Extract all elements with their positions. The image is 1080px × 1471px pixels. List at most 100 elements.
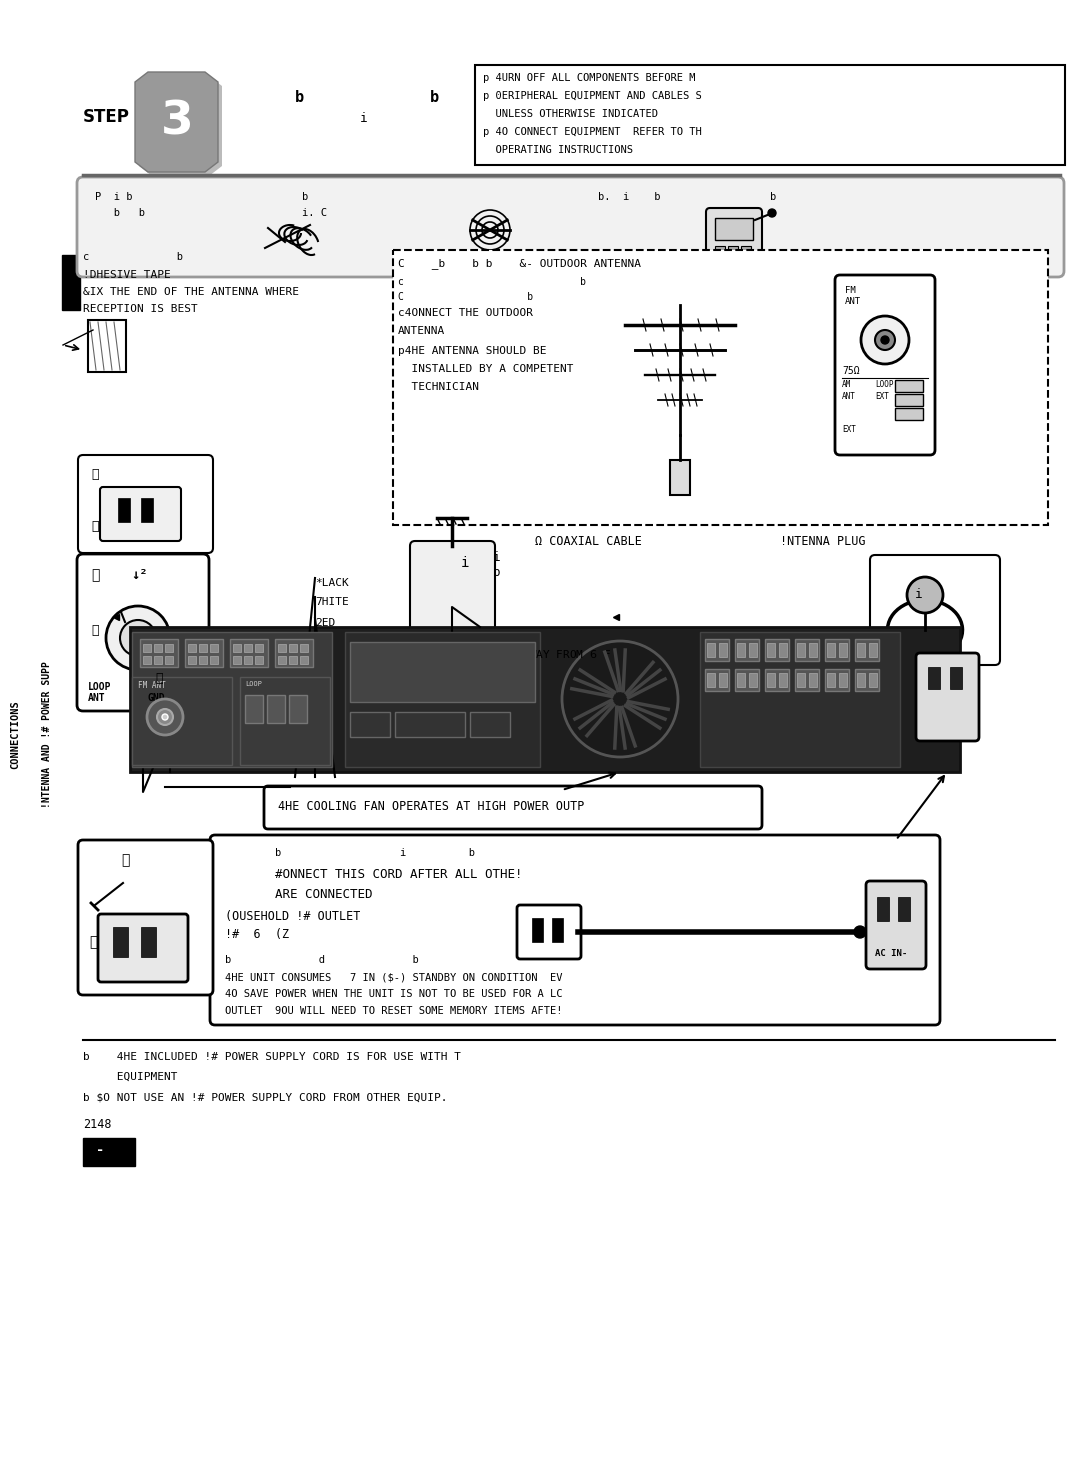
Text: &IX THE END OF THE ANTENNA WHERE: &IX THE END OF THE ANTENNA WHERE — [83, 287, 299, 297]
Bar — [779, 674, 787, 687]
Bar — [741, 256, 751, 263]
Text: 2ED: 2ED — [315, 618, 335, 628]
Text: RECEPTION IS BEST: RECEPTION IS BEST — [83, 304, 198, 313]
Circle shape — [106, 606, 170, 669]
FancyBboxPatch shape — [916, 653, 978, 741]
Bar — [707, 674, 715, 687]
Bar — [825, 669, 849, 691]
Bar — [470, 712, 510, 737]
Bar — [210, 656, 218, 663]
Text: b: b — [430, 90, 440, 104]
Bar — [87, 321, 126, 372]
Bar — [199, 644, 207, 652]
Text: ANTENNA: ANTENNA — [399, 327, 445, 335]
Bar — [855, 638, 879, 660]
Bar — [728, 246, 738, 253]
Bar — [795, 638, 819, 660]
Text: LOOP: LOOP — [875, 380, 893, 388]
FancyBboxPatch shape — [78, 455, 213, 553]
Text: !NTENNA AND !# POWER SUPP: !NTENNA AND !# POWER SUPP — [42, 662, 52, 809]
Circle shape — [162, 713, 168, 719]
Circle shape — [120, 619, 156, 656]
Bar — [165, 656, 173, 663]
Text: i. C: i. C — [302, 207, 327, 218]
Bar — [140, 638, 178, 666]
Bar — [233, 656, 241, 663]
Bar — [83, 1139, 135, 1167]
Text: C                     b: C b — [399, 293, 534, 302]
Text: Ω COAXIAL CABLE: Ω COAXIAL CABLE — [535, 535, 642, 549]
Circle shape — [854, 927, 866, 938]
Text: i: i — [915, 588, 922, 602]
FancyBboxPatch shape — [517, 905, 581, 959]
Polygon shape — [135, 72, 218, 172]
Text: (OUSEHOLD !# OUTLET: (OUSEHOLD !# OUTLET — [225, 911, 361, 922]
Text: b              d              b: b d b — [225, 955, 419, 965]
Bar — [188, 644, 195, 652]
Text: 4O SAVE POWER WHEN THE UNIT IS NOT TO BE USED FOR A LC: 4O SAVE POWER WHEN THE UNIT IS NOT TO BE… — [225, 989, 563, 999]
Bar — [350, 712, 390, 737]
Circle shape — [861, 316, 909, 363]
Text: c              b: c b — [83, 252, 183, 262]
Bar — [350, 641, 535, 702]
Circle shape — [907, 577, 943, 613]
Text: ③: ③ — [156, 672, 162, 685]
Text: ①: ① — [91, 521, 98, 533]
Bar — [797, 674, 805, 687]
Bar — [735, 638, 759, 660]
FancyBboxPatch shape — [77, 555, 210, 710]
FancyBboxPatch shape — [835, 275, 935, 455]
Bar — [825, 638, 849, 660]
Text: ①: ① — [89, 936, 97, 949]
Bar — [715, 256, 725, 263]
Bar — [765, 669, 789, 691]
Bar — [475, 65, 1065, 165]
Text: 4HE COOLING FAN OPERATES AT HIGH POWER OUTP: 4HE COOLING FAN OPERATES AT HIGH POWER O… — [278, 800, 584, 813]
Text: b   b: b b — [95, 207, 145, 218]
Text: 2148: 2148 — [83, 1118, 111, 1131]
Text: UNLESS OTHERWISE INDICATED: UNLESS OTHERWISE INDICATED — [483, 109, 658, 119]
Circle shape — [147, 699, 183, 736]
Text: P  i b: P i b — [95, 193, 133, 202]
Text: p 4O CONNECT EQUIPMENT  REFER TO TH: p 4O CONNECT EQUIPMENT REFER TO TH — [483, 127, 702, 137]
Bar — [928, 666, 940, 688]
Bar — [750, 643, 757, 658]
Text: AC IN-: AC IN- — [875, 949, 907, 958]
Text: C    _b    b b    &- OUTDOOR ANTENNA: C _b b b &- OUTDOOR ANTENNA — [399, 257, 642, 269]
FancyBboxPatch shape — [210, 836, 940, 1025]
FancyBboxPatch shape — [77, 177, 1064, 277]
FancyBboxPatch shape — [706, 207, 762, 274]
Bar — [118, 499, 130, 522]
Text: AM: AM — [842, 380, 851, 388]
Bar — [113, 927, 129, 958]
Bar — [869, 643, 877, 658]
Text: b $O NOT USE AN !# POWER SUPPLY CORD FROM OTHER EQUIP.: b $O NOT USE AN !# POWER SUPPLY CORD FRO… — [83, 1091, 447, 1102]
Bar — [188, 656, 195, 663]
Bar — [737, 674, 745, 687]
Text: LOOP: LOOP — [87, 683, 111, 691]
Text: AC IN-: AC IN- — [928, 722, 958, 731]
Bar — [735, 669, 759, 691]
Text: i: i — [360, 112, 367, 125]
Text: !DHESIVE TAPE: !DHESIVE TAPE — [83, 271, 171, 279]
Bar — [289, 644, 297, 652]
Circle shape — [132, 633, 144, 644]
Bar — [255, 644, 264, 652]
Circle shape — [768, 209, 777, 218]
Text: i: i — [461, 556, 469, 569]
Bar — [877, 897, 889, 921]
FancyBboxPatch shape — [870, 555, 1000, 665]
Text: *LACK: *LACK — [315, 578, 349, 588]
Bar — [839, 643, 847, 658]
Bar — [705, 638, 729, 660]
Text: LOOP: LOOP — [245, 681, 262, 687]
Bar — [289, 694, 307, 724]
Text: OPERATING INSTRUCTIONS: OPERATING INSTRUCTIONS — [483, 146, 633, 154]
Bar — [715, 218, 753, 240]
Text: b: b — [770, 193, 777, 202]
Text: ANT: ANT — [87, 693, 106, 703]
Bar — [185, 638, 222, 666]
Text: c4ONNECT THE OUTDOOR: c4ONNECT THE OUTDOOR — [399, 307, 534, 318]
Bar — [210, 644, 218, 652]
Bar — [858, 643, 865, 658]
